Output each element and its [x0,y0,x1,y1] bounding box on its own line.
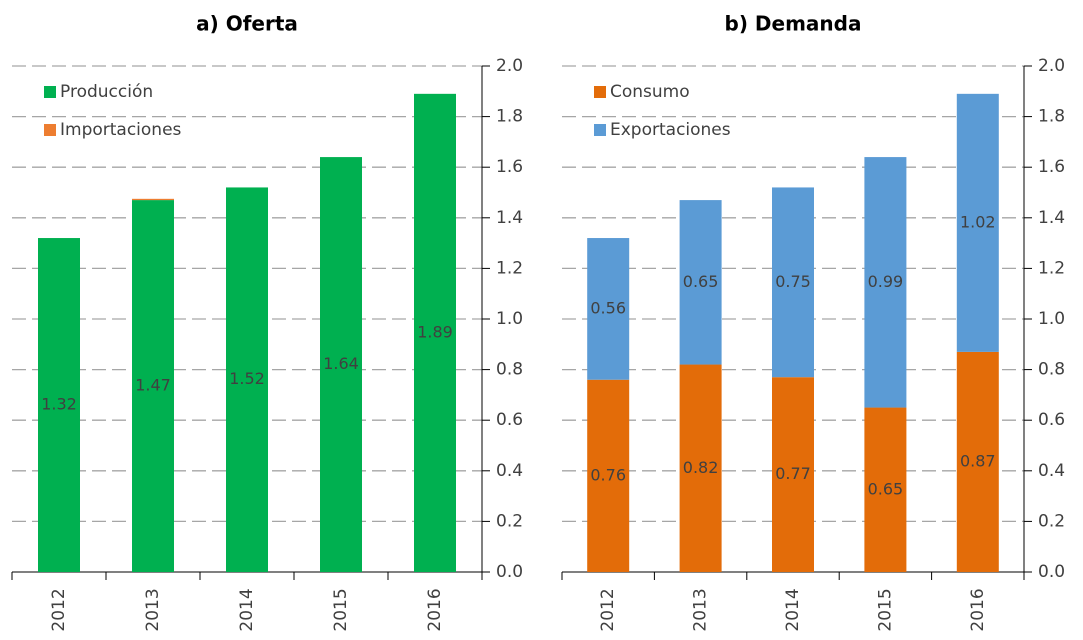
data-label: 1.02 [960,212,996,231]
y-tick-label: 1.4 [496,208,523,228]
y-tick-label: 2.0 [496,56,523,76]
data-label: 0.65 [683,272,719,291]
bar-segment [679,364,722,572]
y-tick-label: 0.2 [496,511,523,531]
bar-segment [226,187,268,572]
legend-swatch [594,124,606,136]
y-tick-label: 1.0 [1038,309,1065,329]
x-tick-label: 2016 [968,588,988,631]
bar-segment [320,157,362,572]
data-label: 1.89 [417,322,453,341]
data-label: 0.65 [868,479,904,498]
bar-segment [132,198,174,201]
bar-segment [679,200,722,365]
x-tick-label: 2015 [331,588,351,631]
y-tick-label: 0.8 [1038,360,1065,380]
data-label: 1.64 [323,354,359,373]
data-label: 0.76 [590,465,626,484]
x-tick-label: 2012 [598,588,618,631]
x-tick-label: 2014 [783,588,803,631]
y-tick-label: 0.4 [1038,461,1065,481]
data-label: 0.87 [960,451,996,470]
bar-segment [772,377,814,572]
y-tick-label: 0.6 [1038,410,1065,430]
data-label: 0.99 [868,272,904,291]
y-tick-label: 0.0 [496,562,523,582]
legend-label: Consumo [610,82,690,102]
bar-segment [414,93,456,572]
bar-segment [38,238,80,573]
y-tick-label: 0.8 [496,360,523,380]
y-tick-label: 1.4 [1038,208,1065,228]
legend-label: Producción [60,82,153,102]
data-label: 0.56 [590,298,626,317]
bar-segment [772,187,814,378]
y-tick-label: 1.6 [1038,157,1065,177]
data-label: 0.82 [683,458,719,477]
y-tick-label: 0.6 [496,410,523,430]
legend-swatch [594,86,606,98]
y-tick-label: 0.2 [1038,511,1065,531]
bar-segment [956,93,999,352]
y-tick-label: 1.0 [496,309,523,329]
y-tick-label: 1.8 [496,107,523,127]
data-label: 0.77 [775,464,811,483]
chart-title: b) Demanda [725,12,862,36]
legend-label: Importaciones [60,120,182,140]
bar-segment [132,200,174,572]
chart-title: a) Oferta [196,12,298,36]
y-tick-label: 1.2 [496,258,523,278]
legend-swatch [44,124,56,136]
y-tick-label: 0.4 [496,461,523,481]
y-tick-label: 2.0 [1038,56,1065,76]
x-tick-label: 2013 [691,588,711,631]
x-tick-label: 2014 [237,588,257,631]
legend-swatch [44,86,56,98]
bar-segment [587,238,630,380]
data-label: 1.32 [41,395,77,414]
bar-segment [864,157,907,408]
x-tick-label: 2012 [49,588,69,631]
data-label: 0.75 [775,272,811,291]
x-tick-label: 2013 [143,588,163,631]
x-tick-label: 2016 [425,588,445,631]
legend-label: Exportaciones [610,120,731,140]
bar-segment [956,351,999,572]
bar-segment [864,407,907,572]
y-tick-label: 0.0 [1038,562,1065,582]
data-label: 1.52 [229,369,265,388]
y-tick-label: 1.2 [1038,258,1065,278]
y-tick-label: 1.6 [496,157,523,177]
data-label: 1.47 [135,376,171,395]
bar-segment [587,379,630,572]
y-tick-label: 1.8 [1038,107,1065,127]
x-tick-label: 2015 [875,588,895,631]
